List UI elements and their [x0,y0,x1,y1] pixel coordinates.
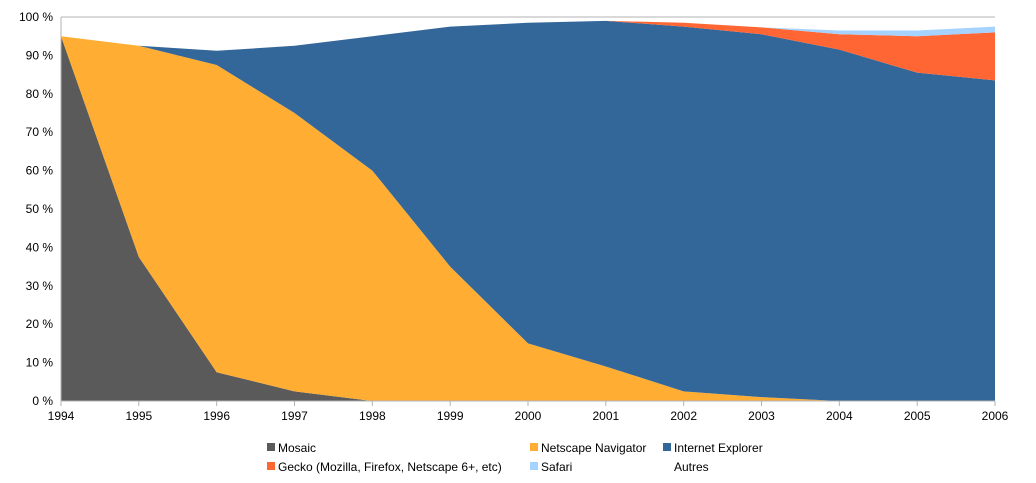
y-tick-label-1: 10 % [26,356,54,370]
legend-label-gecko-mozilla-firefox-netscape-6-etc: Gecko (Mozilla, Firefox, Netscape 6+, et… [278,460,502,474]
x-tick-label-7: 2001 [592,409,619,423]
x-tick-label-2: 1996 [203,409,230,423]
y-tick-label-2: 20 % [26,317,54,331]
x-tick-label-6: 2000 [515,409,542,423]
x-tick-label-0: 1994 [48,409,75,423]
y-tick-label-5: 50 % [26,202,54,216]
legend-swatch-netscape-navigator [530,443,538,451]
x-tick-label-1: 1995 [125,409,152,423]
y-tick-label-9: 90 % [26,48,54,62]
legend-swatch-safari [530,462,538,470]
y-tick-label-7: 70 % [26,125,54,139]
area-netscape-navigator [61,36,995,401]
area-internet-explorer [61,20,995,402]
x-tick-label-3: 1997 [281,409,308,423]
legend-label-safari: Safari [541,460,572,474]
legend-swatch-internet-explorer [663,443,671,451]
y-tick-label-0: 0 % [32,394,53,408]
legend-label-internet-explorer: Internet Explorer [674,441,763,455]
legend-swatch-mosaic [267,443,275,451]
x-tick-label-8: 2002 [670,409,697,423]
x-tick-label-10: 2004 [826,409,853,423]
legend-label-mosaic: Mosaic [278,441,316,455]
legend: Mosaic Netscape Navigator Internet Explore… [267,441,763,474]
y-tick-label-4: 40 % [26,240,54,254]
area-mosaic [61,36,995,401]
y-tick-label-10: 100 % [19,10,53,24]
x-tick-label-11: 2005 [904,409,931,423]
y-tick-label-8: 80 % [26,87,54,101]
x-tick-label-9: 2003 [748,409,775,423]
area-series [61,20,995,402]
y-tick-labels: 0 % 10 % 20 % 30 % 40 % 50 % 60 % 70 % 80 % 90 % 1… [19,10,53,408]
legend-label-netscape-navigator: Netscape Navigator [541,441,646,455]
y-tick-label-3: 30 % [26,279,54,293]
legend-label-autres: Autres [674,460,709,474]
x-tick-label-5: 1999 [437,409,464,423]
legend-swatch-autres [663,462,671,470]
y-tick-label-6: 60 % [26,164,54,178]
x-tick-label-12: 2006 [982,409,1009,423]
x-tick-label-4: 1998 [359,409,386,423]
legend-swatch-gecko-mozilla-firefox-netscape-6-etc [267,462,275,470]
x-tick-labels: 1994 1995 1996 1997 1998 1999 2000 2001 2002 2003… [48,409,1009,423]
axes [60,17,996,406]
